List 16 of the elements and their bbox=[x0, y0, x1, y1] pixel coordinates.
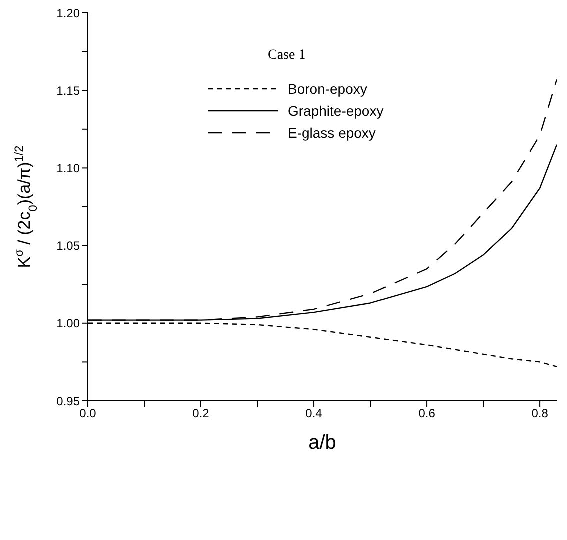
x-tick-label: 0.6 bbox=[418, 406, 436, 421]
x-axis-title: a/b bbox=[308, 432, 336, 454]
y-tick-label: 1.15 bbox=[56, 84, 80, 98]
legend-label: Boron-epoxy bbox=[288, 81, 368, 97]
x-tick-label: 0.0 bbox=[80, 406, 97, 421]
annotation: Case 1 bbox=[268, 48, 306, 64]
y-tick-label: 1.10 bbox=[56, 161, 80, 176]
y-tick-label: 1.20 bbox=[56, 6, 80, 20]
x-tick-label: 0.8 bbox=[532, 406, 549, 421]
legend-label: E-glass epoxy bbox=[288, 125, 376, 141]
y-tick-label: 1.05 bbox=[56, 239, 80, 254]
x-tick-label: 0.2 bbox=[192, 406, 210, 421]
x-tick-label: 0.4 bbox=[306, 406, 323, 421]
legend-label: Graphite-epoxy bbox=[288, 103, 384, 119]
y-tick-label: 0.95 bbox=[56, 394, 80, 408]
y-tick-label: 1.00 bbox=[56, 316, 80, 331]
